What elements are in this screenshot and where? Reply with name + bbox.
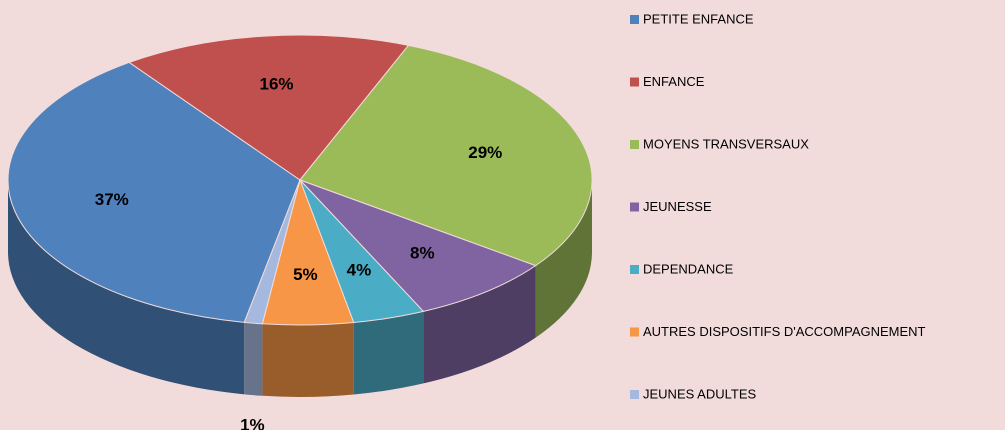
slice-side (262, 322, 354, 398)
legend-label: PETITE ENFANCE (643, 11, 754, 26)
slice (299, 179, 537, 312)
legend-swatch (630, 140, 639, 149)
legend-label: DEPENDANCE (643, 261, 734, 276)
legend-swatch (630, 327, 639, 337)
legend-swatch (630, 15, 639, 24)
legend-label: MOYENS TRANSVERSAUX (643, 136, 809, 151)
slice (243, 179, 301, 325)
legend-label: JEUNES ADULTES (643, 386, 757, 401)
legend-label: AUTRES DISPOSITIFS D'ACCOMPAGNEMENT (643, 324, 926, 339)
data-label: 4% (347, 261, 372, 280)
slice-side (353, 311, 424, 395)
legend-swatch (630, 77, 639, 87)
slice-side (535, 180, 592, 338)
legend-swatch (630, 202, 639, 212)
slice-side (244, 322, 263, 396)
legend-label: JEUNESSE (643, 199, 712, 214)
data-label: 37% (95, 190, 129, 209)
slice (7, 61, 301, 323)
data-label: 8% (410, 243, 435, 262)
slice-side (423, 265, 536, 384)
slice-side (8, 180, 245, 395)
slice (299, 44, 593, 267)
legend-swatch (630, 265, 639, 274)
data-label: 29% (468, 143, 502, 162)
legend-swatch (630, 390, 639, 399)
data-label: 1% (240, 415, 265, 430)
slice (128, 34, 410, 181)
data-label: 16% (259, 74, 293, 93)
data-label: 5% (293, 265, 318, 284)
legend-label: ENFANCE (643, 74, 705, 89)
